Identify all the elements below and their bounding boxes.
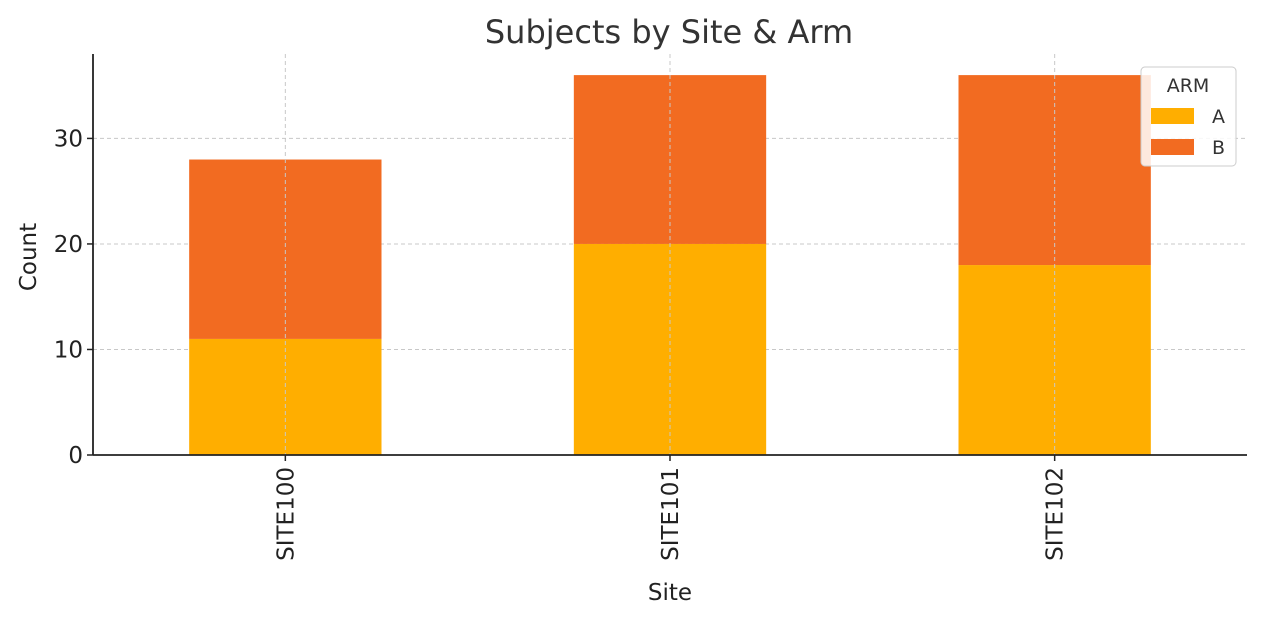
x-axis-label: Site (648, 580, 692, 606)
legend-label-b: B (1212, 137, 1225, 159)
axes (87, 54, 1247, 461)
legend-title: ARM (1167, 75, 1210, 97)
y-tick-label: 30 (54, 126, 83, 152)
legend-label-a: A (1212, 106, 1225, 128)
x-tick-label: SITE102 (1043, 467, 1069, 561)
chart-title: Subjects by Site & Arm (485, 13, 853, 51)
y-tick-label: 20 (54, 232, 83, 258)
y-tick-label: 0 (68, 443, 83, 469)
legend-items: AB (1151, 106, 1225, 159)
y-axis-label: Count (16, 223, 42, 291)
tick-labels: 0 10 20 30 SITE100 SITE101 SITE102 (54, 126, 1069, 560)
x-tick-label: SITE101 (658, 467, 684, 561)
bar-segment-b-site100 (189, 159, 382, 339)
x-tick-label: SITE100 (273, 467, 299, 561)
legend-swatch-a (1151, 108, 1194, 124)
vertical-grid-lines (284, 54, 1056, 455)
bar-segment-a-site102 (958, 265, 1151, 455)
legend: ARM AB (1140, 66, 1237, 167)
y-tick-label: 10 (54, 337, 83, 363)
legend-swatch-b (1151, 139, 1194, 155)
